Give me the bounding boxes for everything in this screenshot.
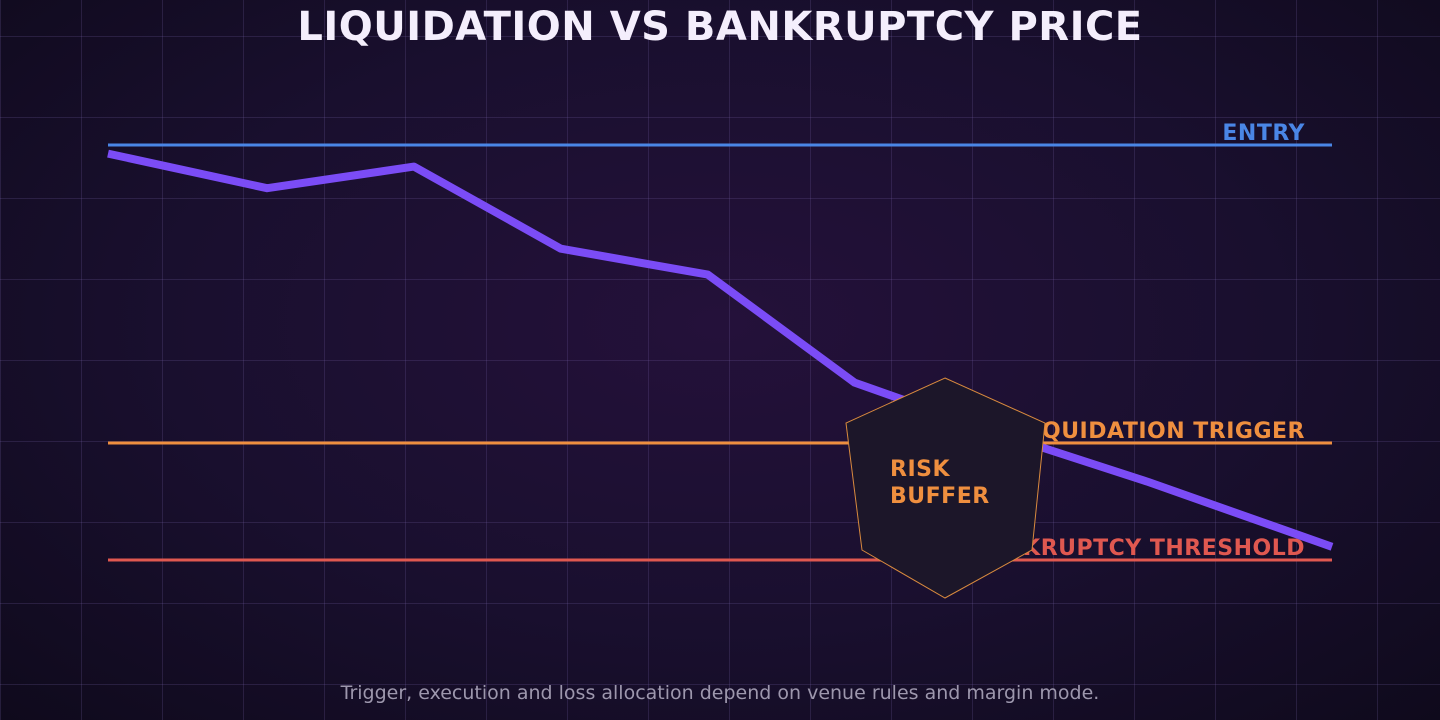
risk-buffer-shield: [845, 377, 1046, 599]
risk-buffer-label-line-1: RISK: [890, 457, 950, 482]
price-path-line: [107, 149, 1334, 551]
entry-label: ENTRY: [1222, 121, 1305, 146]
chart-title: LIQUIDATION VS BANKRUPTCY PRICE: [297, 4, 1143, 50]
liquidation-trigger-label: LIQUIDATION TRIGGER: [1019, 419, 1305, 444]
footnote: Trigger, execution and loss allocation d…: [340, 682, 1100, 704]
risk-buffer-label-line-2: BUFFER: [890, 484, 990, 509]
